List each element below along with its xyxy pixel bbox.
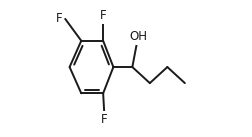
Text: F: F <box>100 9 106 22</box>
Text: F: F <box>101 113 108 126</box>
Text: OH: OH <box>129 30 147 43</box>
Text: F: F <box>56 12 62 25</box>
